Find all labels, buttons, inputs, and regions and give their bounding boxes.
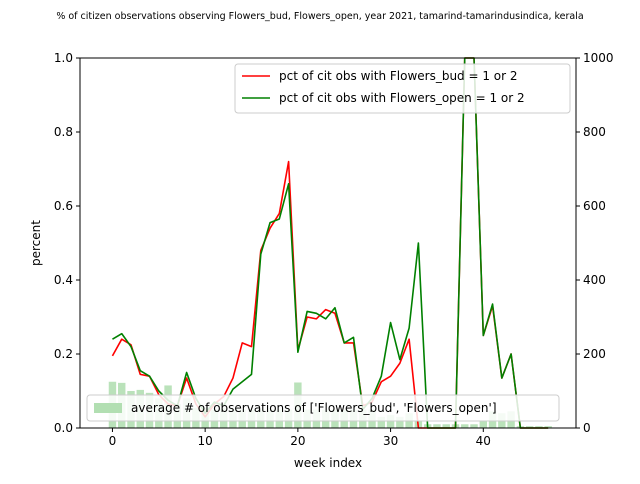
y2-tick-label: 0 (583, 421, 591, 435)
y2-tick-label: 800 (583, 125, 606, 139)
plot-frame (79, 57, 577, 429)
observation-bar (442, 424, 450, 428)
x-axis: 0 10 20 30 40 (109, 428, 491, 448)
observation-bar (535, 426, 543, 428)
observation-bar (479, 420, 487, 428)
y-axis-right: 0 200 400 600 800 1000 (576, 51, 614, 435)
legend-bottom-box (86, 394, 560, 422)
y-tick-label: 0.4 (54, 273, 73, 287)
y-axis-label: percent (29, 220, 43, 266)
observation-bar (544, 426, 552, 428)
observation-bar (386, 415, 395, 428)
legend-top: pct of cit obs with Flowers_bud = 1 or 2… (234, 63, 571, 114)
x-tick-label: 0 (109, 434, 117, 448)
y2-tick-label: 600 (583, 199, 606, 213)
x-tick-label: 10 (198, 434, 213, 448)
chart-title: % of citizen observations observing Flow… (56, 11, 583, 22)
y-tick-label: 1.0 (54, 51, 73, 65)
legend-swatch-bars (94, 403, 122, 413)
observation-bar (470, 424, 478, 428)
y2-tick-label: 200 (583, 347, 606, 361)
x-tick-label: 40 (476, 434, 491, 448)
y-tick-label: 0.2 (54, 347, 73, 361)
legend-label-bud: pct of cit obs with Flowers_bud = 1 or 2 (279, 69, 518, 83)
y2-tick-label: 400 (583, 273, 606, 287)
legend-bottom: average # of observations of ['Flowers_b… (86, 394, 560, 422)
x-tick-label: 30 (383, 434, 398, 448)
y2-tick-label: 1000 (583, 51, 614, 65)
legend-label-open: pct of cit obs with Flowers_open = 1 or … (279, 91, 525, 105)
observation-bar (377, 416, 386, 428)
observation-bar (396, 416, 404, 428)
observation-bar (525, 426, 534, 428)
y-tick-label: 0.8 (54, 125, 73, 139)
x-axis-label: week index (294, 456, 362, 470)
observation-bar (433, 424, 441, 428)
y-tick-label: 0.6 (54, 199, 73, 213)
legend-top-box (234, 63, 571, 114)
observation-bar (461, 424, 469, 428)
y-tick-label: 0.0 (54, 421, 73, 435)
x-tick-label: 20 (290, 434, 305, 448)
legend-label-bars: average # of observations of ['Flowers_b… (131, 401, 497, 415)
y-axis-left: 0.0 0.2 0.4 0.6 0.8 1.0 (54, 51, 80, 435)
